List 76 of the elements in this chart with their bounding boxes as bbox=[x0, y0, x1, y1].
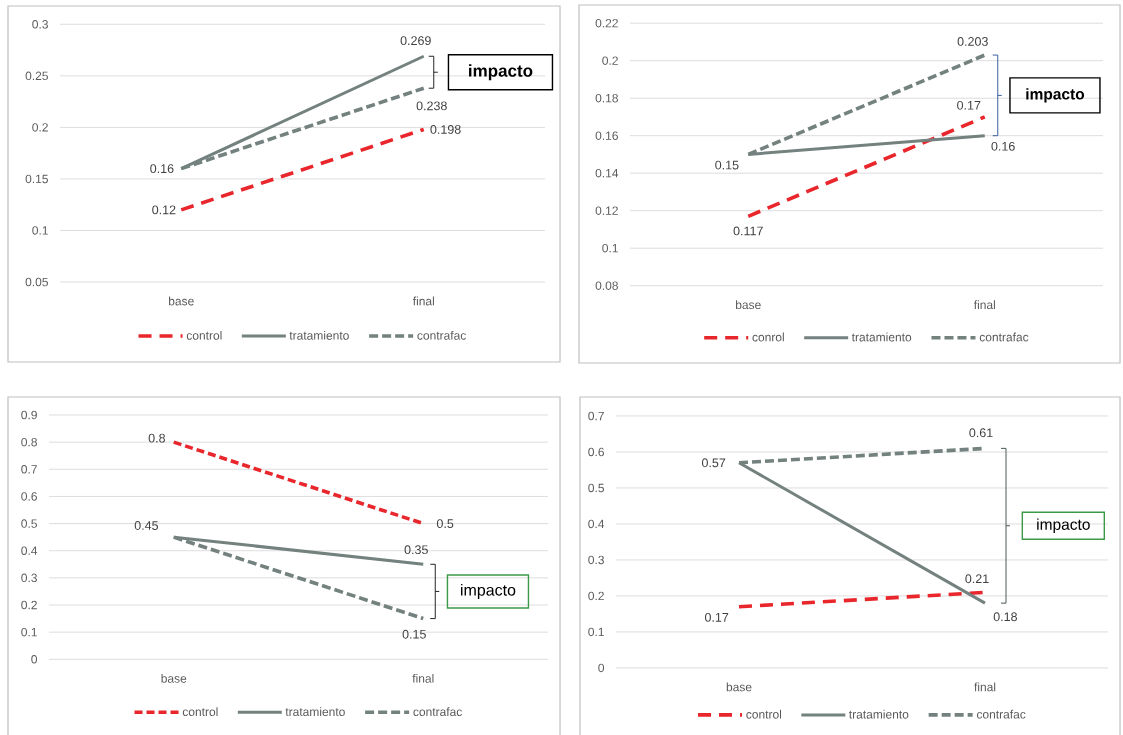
y-tick-label: 0.3 bbox=[32, 20, 48, 29]
y-tick-label: 0.16 bbox=[595, 131, 618, 140]
y-tick-label: 0.3 bbox=[588, 555, 604, 565]
y-tick-label: 0.4 bbox=[588, 519, 605, 529]
data-label: 0.18 bbox=[993, 612, 1017, 622]
y-tick-label: 0.05 bbox=[25, 277, 48, 287]
y-tick-label: 0.5 bbox=[21, 519, 37, 528]
y-tick-label: 0.2 bbox=[588, 591, 604, 601]
x-tick-label: base bbox=[736, 300, 761, 310]
x-tick-label: base bbox=[726, 682, 752, 692]
y-tick-label: 0.12 bbox=[595, 206, 618, 215]
y-tick-label: 0.1 bbox=[588, 627, 604, 637]
y-tick-label: 0.7 bbox=[588, 411, 604, 421]
y-tick-label: 0.9 bbox=[21, 410, 37, 420]
legend-label: contrafac bbox=[417, 330, 466, 340]
legend-label: tratamiento bbox=[285, 707, 345, 717]
data-label: 0.61 bbox=[969, 428, 993, 438]
data-label: 0.21 bbox=[965, 574, 989, 584]
data-label: 0.17 bbox=[704, 612, 729, 622]
x-tick-label: base bbox=[169, 296, 194, 306]
x-tick-label: final bbox=[412, 296, 434, 306]
y-tick-label: 0.18 bbox=[595, 93, 618, 103]
data-label: 0.57 bbox=[701, 458, 726, 468]
data-label: 0.198 bbox=[430, 125, 461, 134]
annotation: impacto bbox=[461, 583, 516, 599]
legend-label: conrol bbox=[752, 332, 784, 342]
annotation: impacto bbox=[1026, 88, 1085, 103]
data-label: 0.269 bbox=[400, 36, 431, 46]
data-label: 0.8 bbox=[148, 433, 166, 443]
y-tick-label: 0.6 bbox=[21, 492, 37, 501]
y-tick-label: 0.1 bbox=[602, 243, 618, 253]
data-label: 0.16 bbox=[150, 164, 174, 174]
y-tick-label: 0.2 bbox=[32, 123, 48, 132]
legend-label: contrafac bbox=[976, 709, 1026, 719]
y-tick-label: 0.08 bbox=[595, 281, 618, 290]
data-label: 0.17 bbox=[957, 100, 981, 110]
legend-label: contrafac bbox=[979, 332, 1029, 342]
y-tick-label: 0.15 bbox=[25, 174, 48, 184]
y-tick-label: 0.1 bbox=[32, 226, 48, 235]
legend-label: control bbox=[186, 330, 222, 340]
y-tick-label: 0.2 bbox=[602, 56, 618, 65]
data-label: 0.35 bbox=[404, 545, 428, 555]
legend-label: tratamiento bbox=[849, 709, 909, 719]
data-label: 0.5 bbox=[436, 519, 454, 529]
y-tick-label: 0.8 bbox=[21, 437, 37, 447]
legend-label: tratamiento bbox=[289, 330, 349, 340]
annotation: impacto bbox=[1037, 518, 1090, 533]
data-label: 0.15 bbox=[402, 629, 426, 639]
y-tick-label: 0.5 bbox=[588, 483, 604, 493]
data-label: 0.117 bbox=[733, 226, 763, 236]
data-label: 0.203 bbox=[957, 37, 988, 46]
data-label: 0.15 bbox=[715, 160, 739, 170]
legend-label: tratamiento bbox=[851, 332, 912, 342]
annotation: impacto bbox=[469, 64, 533, 81]
y-tick-label: 0 bbox=[31, 655, 38, 664]
y-tick-label: 0.2 bbox=[21, 600, 37, 610]
y-tick-label: 0.1 bbox=[21, 627, 37, 637]
y-tick-label: 0 bbox=[598, 663, 605, 673]
legend-label: control bbox=[182, 707, 218, 717]
y-tick-label: 0.22 bbox=[595, 18, 618, 28]
y-tick-label: 0.25 bbox=[25, 71, 48, 81]
data-label: 0.16 bbox=[991, 141, 1015, 151]
y-tick-label: 0.14 bbox=[595, 168, 619, 178]
x-tick-label: final bbox=[973, 300, 995, 310]
y-tick-label: 0.7 bbox=[21, 465, 37, 474]
data-label: 0.45 bbox=[134, 521, 159, 530]
legend-label: control bbox=[746, 709, 782, 719]
y-tick-label: 0.4 bbox=[21, 546, 38, 555]
x-tick-label: final bbox=[974, 682, 996, 692]
data-label: 0.12 bbox=[152, 205, 176, 215]
data-label: 0.238 bbox=[416, 101, 447, 111]
y-tick-label: 0.3 bbox=[21, 573, 37, 583]
legend-label: contrafac bbox=[413, 707, 462, 717]
x-tick-label: base bbox=[161, 673, 187, 683]
y-tick-label: 0.6 bbox=[588, 447, 604, 457]
x-tick-label: final bbox=[412, 673, 434, 683]
